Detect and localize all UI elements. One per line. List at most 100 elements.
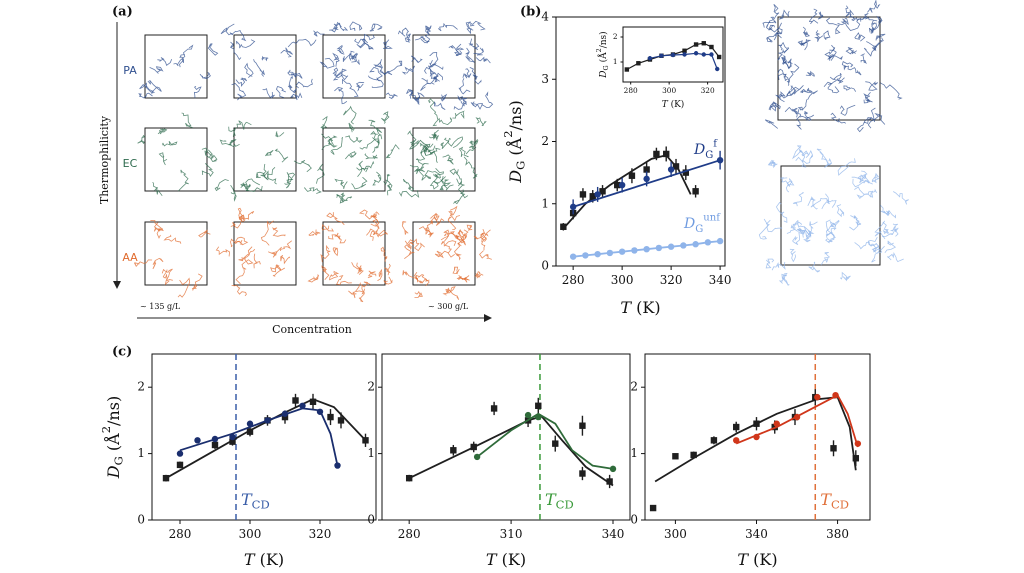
label-part: T [737,550,749,569]
protein-strand [341,78,359,97]
data-point [606,249,614,257]
label-part: (K) [631,298,661,317]
x-tick-label: 320 [660,273,683,287]
protein-strand [181,112,194,129]
protein-strand [137,134,146,145]
x-tick-label: 300 [611,273,634,287]
plot-area [381,353,631,521]
label-part: G [112,456,126,465]
protein-strand [219,139,240,148]
data-point [659,53,664,58]
data-point [450,447,457,454]
data-point [569,253,577,260]
protein-strand [470,20,486,31]
protein-strand [803,110,812,122]
protein-strand [458,275,470,283]
protein-strand [385,179,393,196]
protein-strand [758,219,771,240]
protein-strand [383,173,391,186]
protein-strand [177,169,189,192]
protein-strand [367,66,383,81]
protein-strand [802,26,811,37]
protein-strand [863,41,878,57]
protein-strand [355,290,365,303]
protein-strand [149,66,164,74]
protein-strand [327,135,338,148]
label-part: T [244,550,256,569]
protein-strand [293,159,312,173]
protein-strand [422,145,441,155]
protein-strand [371,77,384,88]
protein-strand [434,250,449,259]
axis-label: Concentration [272,323,352,336]
protein-strand [262,88,275,99]
label-part: unf [703,213,721,224]
protein-strand [355,81,365,92]
protein-strand [268,246,282,258]
y-axis-label: DG (Å2/ns) [99,396,126,479]
data-point [292,397,299,404]
protein-strand [342,50,355,62]
protein-strand [345,135,363,143]
y-tick-label: 0 [367,513,375,527]
data-point [614,181,621,189]
protein-strand [444,240,457,258]
data-point [579,470,586,477]
protein-strand [771,261,786,271]
protein-strand [410,55,423,64]
protein-strand [402,270,419,283]
label-part: (K) [668,99,685,110]
protein-strand [778,9,790,20]
protein-strand [874,220,886,240]
protein-strand [152,257,164,270]
x-tick-label: 340 [602,527,625,541]
data-point [643,175,650,183]
protein-strand [440,229,450,241]
x-tick-label: 280 [398,527,421,541]
protein-strand [415,151,426,165]
x-tick-label: 380 [826,527,849,541]
data-point [309,398,317,406]
protein-strand [775,201,788,224]
label-part: (K) [748,550,778,569]
protein-strand [201,147,212,159]
protein-strand [882,227,899,237]
x-tick-label: 320 [309,527,332,541]
series-line [735,393,859,448]
protein-strand [824,157,833,168]
data-point [560,223,567,230]
data-point [609,465,617,473]
data-point [733,423,740,431]
protein-strand [463,156,478,179]
y-tick-label: 2 [137,380,145,394]
data-point [176,461,184,469]
protein-strand [764,119,779,129]
protein-strand [334,86,348,105]
x-axis-label: T (K) [486,550,526,569]
protein-strand [359,209,379,223]
protein-strand [453,101,467,110]
label-part: T [620,298,632,317]
data-point [690,451,697,459]
protein-strand [429,212,445,226]
snapshot-box [233,127,297,192]
protein-strand [783,74,790,83]
protein-strand [473,47,484,56]
protein-strand [260,220,274,246]
protein-strand [407,238,425,252]
data-point [701,52,706,57]
protein-strand [295,78,313,89]
protein-strand [851,170,868,184]
protein-strand [452,266,460,275]
protein-strand [867,112,886,129]
protein-strand [369,23,383,32]
protein-strand [366,228,375,241]
data-point [618,181,626,189]
data-point [647,56,653,61]
protein-strand [801,150,814,159]
protein-strand [334,22,349,32]
row-label: PA [123,64,137,77]
y-tick-label: 1 [137,446,145,460]
x-axis-label: T (K) [620,298,660,317]
protein-strand [785,180,795,193]
